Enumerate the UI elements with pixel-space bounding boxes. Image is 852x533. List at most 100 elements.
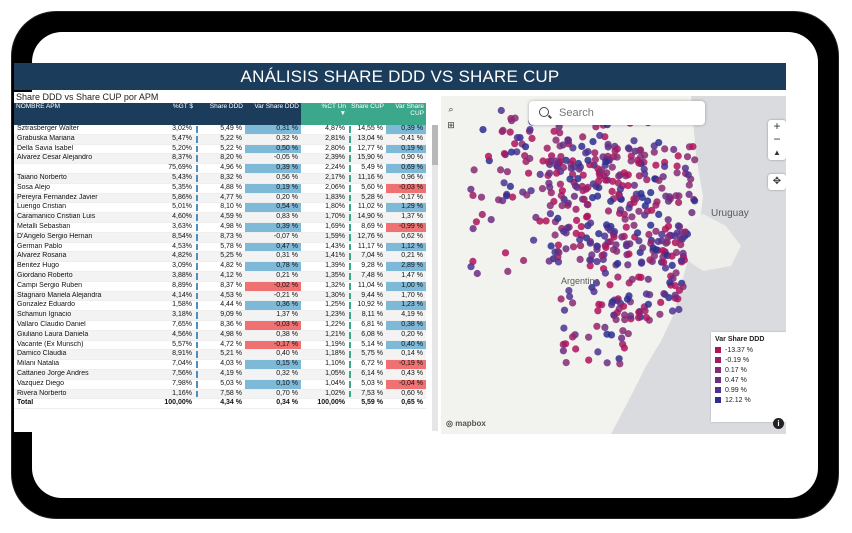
map-point[interactable] [497, 166, 505, 174]
map-point[interactable] [603, 359, 611, 367]
map-point[interactable] [499, 126, 507, 134]
map-point[interactable] [603, 221, 611, 229]
map-point[interactable] [639, 244, 647, 252]
map-point[interactable] [539, 157, 547, 165]
map-point[interactable] [668, 252, 676, 260]
map-point[interactable] [554, 214, 562, 222]
map-point[interactable] [497, 106, 505, 115]
map-point[interactable] [647, 221, 655, 229]
map-point[interactable] [575, 165, 583, 173]
map-point[interactable] [569, 299, 577, 307]
map-point[interactable] [609, 177, 617, 185]
table-row[interactable]: Gonzalez Eduardo 1,58% 4,44 % 0,36 % 1,25% 10… [14, 300, 426, 312]
map-point[interactable] [569, 144, 577, 152]
map-point[interactable] [642, 314, 651, 322]
map-point[interactable] [652, 227, 660, 235]
map-point[interactable] [671, 282, 679, 290]
map-pan-tool-icon[interactable]: ✥ [768, 174, 786, 190]
map-point[interactable] [592, 279, 601, 287]
map-point[interactable] [586, 262, 594, 270]
map-point[interactable] [573, 216, 581, 224]
map-point[interactable] [578, 142, 586, 150]
table-row[interactable]: 75,69% 4,96 % 0,39 % 2,24% 5,49 % 0,69 % [14, 163, 426, 174]
map-point[interactable] [624, 330, 632, 338]
map-point[interactable] [635, 147, 644, 155]
map-point[interactable] [664, 216, 672, 224]
map-point[interactable] [673, 229, 681, 237]
map-point[interactable] [594, 307, 602, 315]
map-point[interactable] [614, 273, 622, 281]
map-point[interactable] [673, 169, 681, 177]
map-point[interactable] [585, 356, 593, 364]
map-point[interactable] [569, 157, 577, 165]
column-header-ct-un[interactable]: %CT Un ▼ [301, 103, 348, 125]
map-point[interactable] [511, 140, 519, 148]
map-point[interactable] [672, 269, 680, 277]
table-row[interactable]: Rivera Norberto 1,16% 7,58 % 0,70 % 1,02% 7,5… [14, 389, 426, 400]
map-point[interactable] [668, 307, 677, 315]
map-point[interactable] [624, 171, 632, 179]
map-point[interactable] [621, 311, 629, 319]
map-point[interactable] [469, 191, 477, 199]
map-point[interactable] [547, 242, 555, 250]
map-point[interactable] [664, 233, 672, 241]
map-point[interactable] [536, 217, 544, 225]
map-point[interactable] [637, 273, 645, 281]
map-point[interactable] [566, 175, 574, 183]
map-point[interactable] [550, 127, 558, 135]
map-point[interactable] [503, 192, 511, 200]
map-point[interactable] [521, 143, 530, 151]
table-row[interactable]: Damico Claudia 8,91% 5,21 % 0,40 % 1,18% 5,75… [14, 349, 426, 361]
map-point[interactable] [655, 139, 663, 147]
map-point[interactable] [543, 144, 551, 152]
map-point[interactable] [506, 128, 514, 136]
map-point[interactable] [598, 251, 606, 260]
map-point[interactable] [560, 227, 568, 235]
map-point[interactable] [691, 197, 699, 205]
table-row[interactable]: Benitez Hugo 3,09% 4,82 % 0,78 % 1,39% 9,28 %… [14, 261, 426, 272]
map-point[interactable] [564, 199, 572, 207]
map-point[interactable] [655, 210, 663, 218]
map-point[interactable] [545, 257, 553, 265]
map-point[interactable] [566, 292, 574, 301]
map-point[interactable] [552, 157, 560, 165]
map-point[interactable] [671, 291, 679, 299]
map-point[interactable] [608, 163, 616, 171]
map-point[interactable] [673, 162, 681, 170]
map-lasso-icon[interactable]: ⌕ [448, 104, 454, 114]
map-point[interactable] [478, 210, 486, 219]
map-point[interactable] [632, 195, 640, 203]
map-point[interactable] [596, 131, 604, 140]
map-point[interactable] [644, 197, 652, 205]
table-row[interactable]: Giordano Roberto 3,88% 4,12 % 0,21 % 1,35% 7,… [14, 271, 426, 282]
map-point[interactable] [528, 134, 536, 142]
map-select-icon[interactable]: ⊞ [447, 120, 455, 130]
map-point[interactable] [551, 231, 559, 239]
map-point[interactable] [613, 145, 621, 153]
map-point[interactable] [590, 288, 598, 296]
map-point[interactable] [620, 302, 628, 310]
map-point[interactable] [499, 197, 507, 205]
compass-reset-button[interactable]: ▲ [773, 148, 781, 157]
map-point[interactable] [595, 300, 603, 308]
zoom-out-button[interactable]: − [773, 132, 781, 146]
map-point[interactable] [570, 192, 578, 200]
map-point[interactable] [603, 330, 611, 338]
map-point[interactable] [593, 258, 601, 266]
map-point[interactable] [630, 137, 638, 145]
map-point[interactable] [557, 295, 565, 303]
map-point[interactable] [672, 192, 680, 200]
map-point[interactable] [678, 235, 686, 243]
map-point[interactable] [613, 247, 621, 255]
map-point[interactable] [545, 169, 554, 177]
map-point[interactable] [554, 258, 563, 266]
map-point[interactable] [665, 193, 674, 201]
map-point[interactable] [530, 236, 538, 244]
map-point[interactable] [681, 164, 689, 172]
map-point[interactable] [552, 136, 560, 144]
map-point[interactable] [659, 247, 667, 255]
table-row[interactable]: Milani Natalia 7,04% 4,03 % 0,15 % 1,10% 6,72… [14, 359, 426, 370]
column-header-gt[interactable]: %GT $ [147, 103, 195, 125]
map-point[interactable] [668, 261, 676, 269]
map-point[interactable] [500, 150, 508, 158]
